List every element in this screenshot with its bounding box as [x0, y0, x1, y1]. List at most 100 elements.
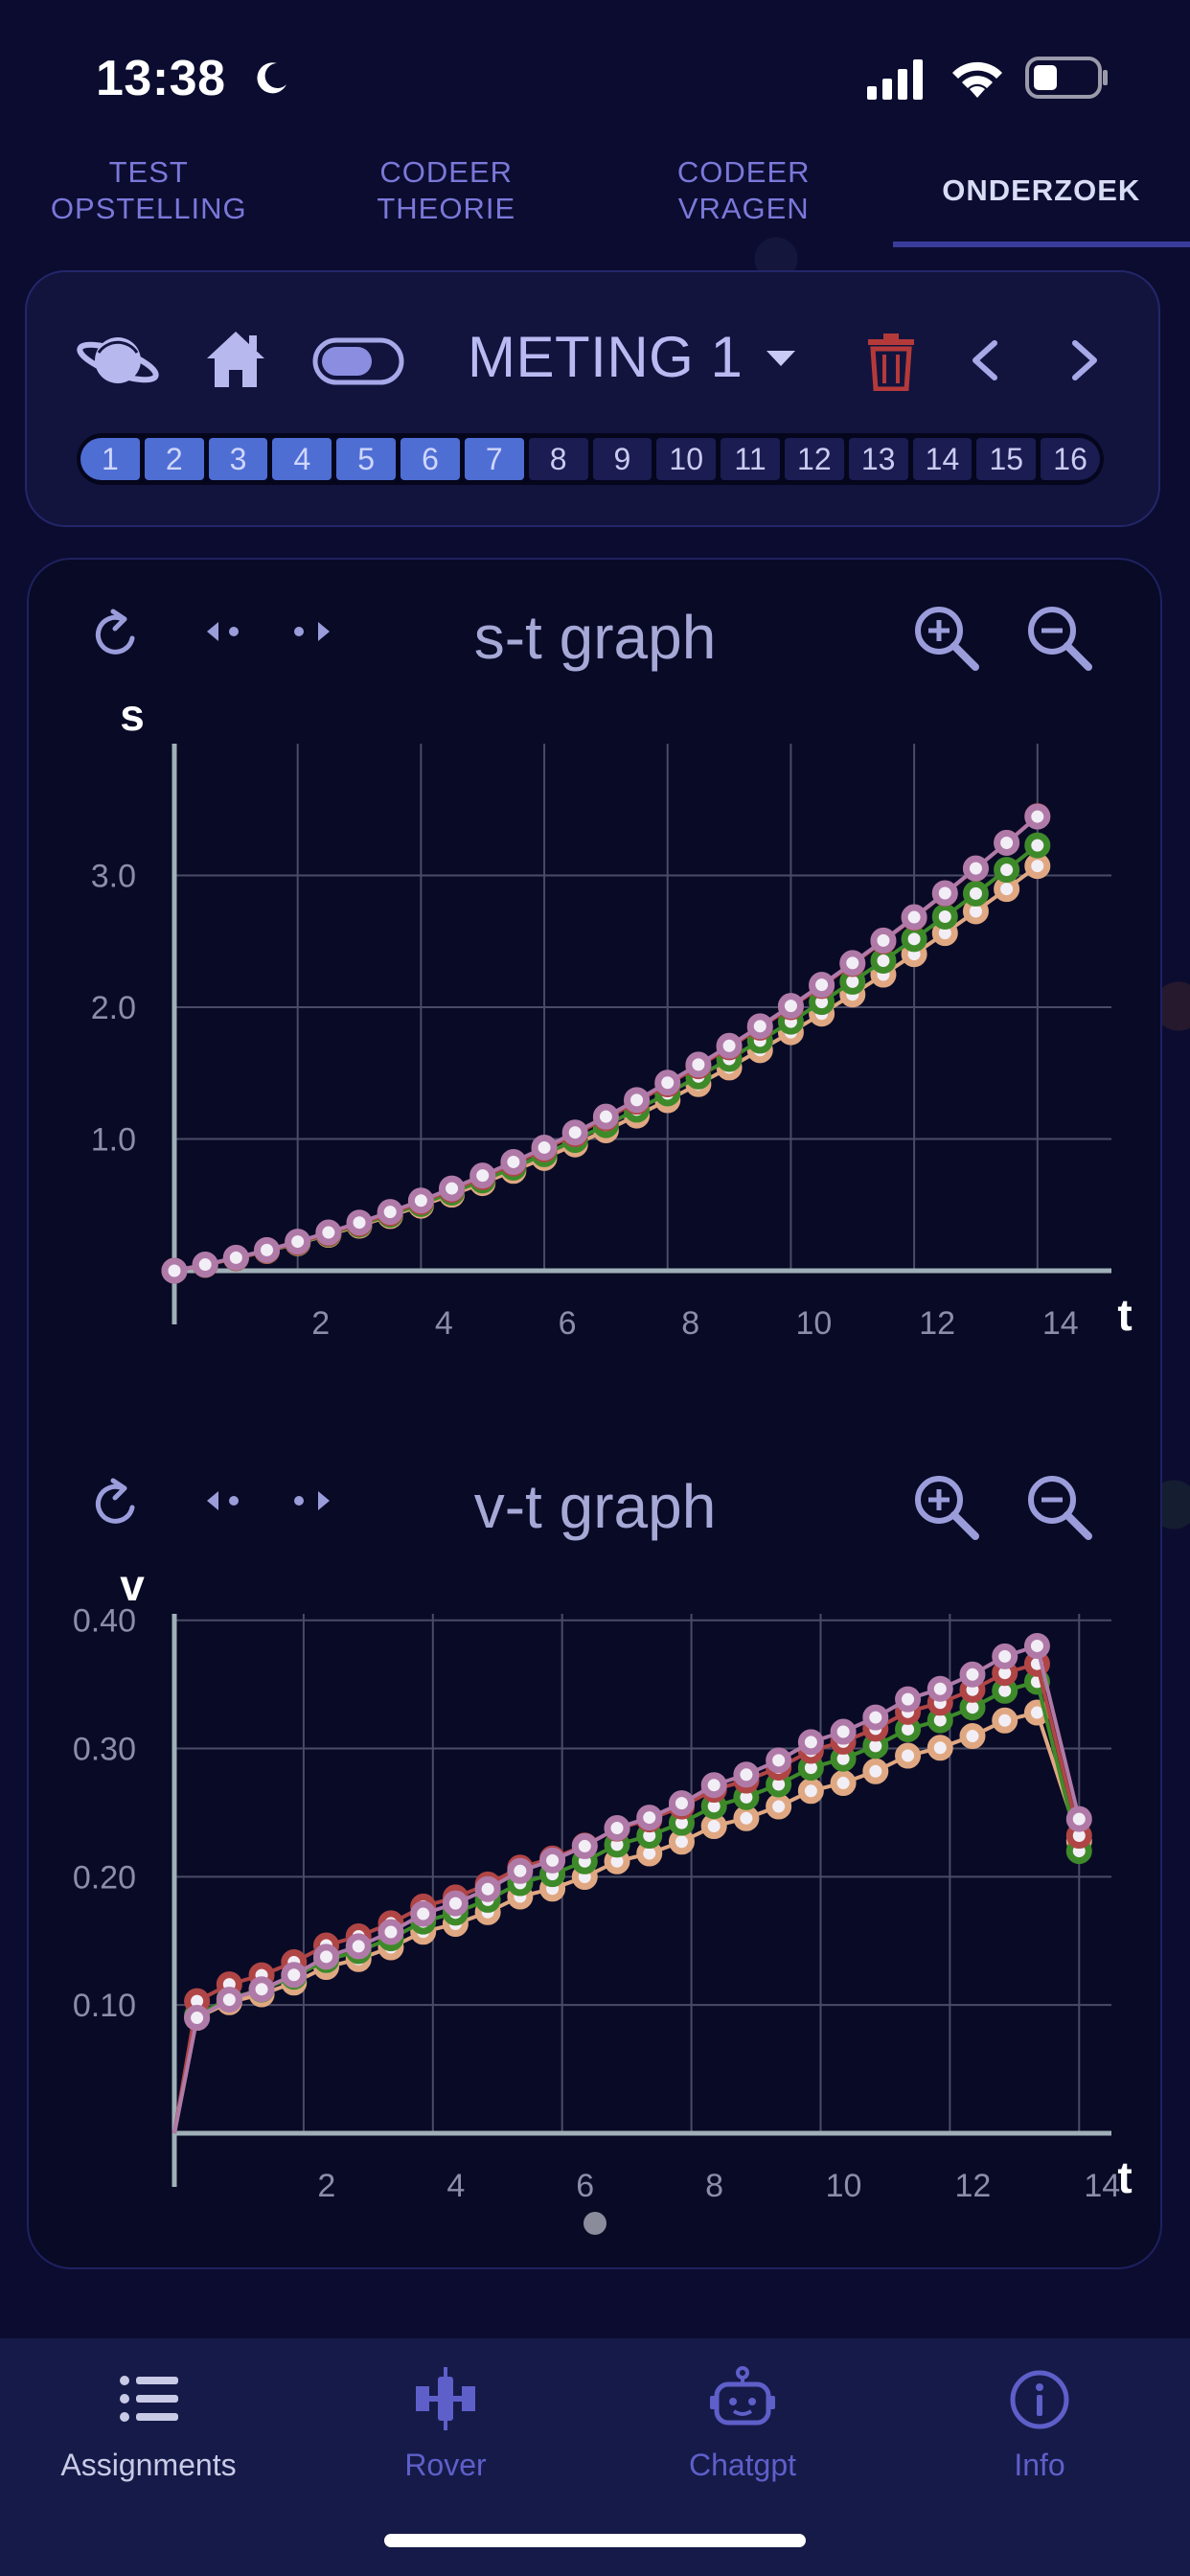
zoom-in-icon[interactable] [910, 602, 981, 673]
st-data-point-purple [192, 1252, 218, 1278]
vt-x-tick-label: 2 [317, 2168, 335, 2204]
vt-y-tick-label: 0.20 [73, 1859, 136, 1896]
st-data-point-purple [439, 1175, 466, 1202]
pan-left-icon[interactable] [203, 615, 251, 648]
toggle-switch[interactable] [312, 337, 404, 385]
zoom-out-icon[interactable] [1023, 602, 1094, 673]
measurement-chip-12[interactable]: 12 [784, 438, 844, 480]
vt-data-point-orange [733, 1805, 760, 1831]
st-data-point-purple [716, 1032, 743, 1059]
measurement-chip-10[interactable]: 10 [656, 438, 717, 480]
vt-graph-toolbar: v-t graph [0, 1463, 1190, 1550]
st-data-point-purple [901, 904, 927, 931]
chevron-left-icon[interactable] [968, 339, 1002, 381]
st-x-tick-label: 6 [559, 1305, 577, 1342]
measurement-chip-6[interactable]: 6 [400, 438, 460, 480]
vt-data-point-purple [766, 1747, 792, 1774]
nav-assignments[interactable]: Assignments [0, 2338, 297, 2530]
refresh-icon[interactable] [88, 1471, 144, 1532]
vt-data-point-purple [281, 1962, 308, 1989]
chevron-right-icon[interactable] [1067, 339, 1102, 381]
vt-data-point-orange [959, 1723, 986, 1750]
st-data-point-purple [377, 1199, 403, 1226]
nav-chatgpt[interactable]: Chatgpt [594, 2338, 891, 2530]
cellular-signal-icon [867, 59, 923, 100]
measurement-chip-4[interactable]: 4 [272, 438, 332, 480]
vt-data-point-orange [927, 1735, 953, 1761]
vt-data-point-orange [992, 1707, 1018, 1734]
vt-series-line-orange [172, 1710, 1082, 2134]
tab-codeer-theorie[interactable]: CODEER THEORIE [377, 155, 516, 225]
vt-data-point-purple [604, 1814, 630, 1841]
pan-left-icon[interactable] [203, 1484, 251, 1517]
measurement-chip-9[interactable]: 9 [592, 438, 652, 480]
nav-rover[interactable]: Rover [297, 2338, 594, 2530]
tab-test-opstelling[interactable]: TEST OPSTELLING [50, 155, 247, 225]
vt-data-point-orange [862, 1758, 889, 1784]
home-icon[interactable] [203, 328, 268, 391]
vt-data-point-purple [733, 1761, 760, 1788]
measurement-chip-1[interactable]: 1 [80, 438, 140, 480]
measurement-chip-11[interactable]: 11 [721, 438, 780, 480]
measurement-chip-5[interactable]: 5 [336, 438, 397, 480]
vt-data-point-purple [248, 1976, 275, 2003]
vt-data-point-purple [571, 1832, 598, 1859]
tab-codeer-vragen[interactable]: CODEER VRAGEN [676, 155, 811, 225]
measurement-chip-2[interactable]: 2 [144, 438, 204, 480]
nav-assignments-label: Assignments [60, 2448, 237, 2482]
st-graph-title: s-t graph [473, 603, 717, 672]
vt-data-point-purple [700, 1772, 727, 1799]
zoom-in-icon[interactable] [910, 1471, 981, 1542]
pan-right-icon[interactable] [286, 615, 333, 648]
st-data-point-purple [469, 1162, 496, 1189]
measurement-chip-15[interactable]: 15 [976, 438, 1037, 480]
moon-icon [257, 62, 286, 94]
st-data-point-green [931, 903, 958, 930]
st-data-point-purple [561, 1119, 588, 1146]
dropdown-caret-icon[interactable] [767, 351, 795, 366]
vt-data-point-purple [184, 2005, 211, 2032]
planet-icon[interactable] [75, 324, 161, 397]
refresh-icon[interactable] [88, 602, 144, 663]
st-data-point-purple [531, 1134, 558, 1161]
satellite-icon [416, 2367, 475, 2430]
st-series-line-red [173, 815, 1040, 1273]
vt-y-tick-label: 0.40 [73, 1603, 136, 1640]
measurement-chip-13[interactable]: 13 [848, 438, 908, 480]
vt-x-tick-label: 14 [1084, 2168, 1120, 2204]
measurement-chip-7[interactable]: 7 [464, 438, 524, 480]
st-data-point-purple [809, 972, 835, 999]
measurement-select[interactable]: METING 1 [468, 325, 744, 389]
st-x-tick-label: 8 [681, 1305, 699, 1342]
measurement-chip-strip: 1 2 3 4 5 6 7 8 9 10 11 12 13 14 15 16 [77, 433, 1104, 485]
st-y-tick-label: 1.0 [91, 1122, 136, 1159]
nav-info[interactable]: Info [891, 2338, 1188, 2530]
st-data-point-purple [994, 829, 1020, 856]
battery-icon [1025, 57, 1108, 99]
vt-data-point-purple [313, 1944, 340, 1970]
st-data-point-purple [839, 950, 866, 977]
tab-onderzoek[interactable]: ONDERZOEK [892, 134, 1190, 247]
zoom-out-icon[interactable] [1023, 1471, 1094, 1542]
measurement-chip-3[interactable]: 3 [208, 438, 268, 480]
page-indicator-dot [584, 2212, 606, 2235]
measurement-chip-8[interactable]: 8 [528, 438, 588, 480]
pan-right-icon[interactable] [286, 1484, 333, 1517]
vt-data-point-purple [410, 1900, 437, 1927]
vt-graph-title: v-t graph [473, 1472, 717, 1541]
vt-data-point-purple [539, 1847, 566, 1874]
st-graph-plot[interactable]: 2 4 6 8 10 12 14 1.0 2.0 3.0 s t [0, 690, 1190, 1361]
trash-icon[interactable] [866, 332, 916, 391]
st-data-point-purple [777, 993, 804, 1020]
st-data-point-purple [346, 1209, 373, 1236]
graph-card [27, 558, 1162, 2269]
measurement-chip-14[interactable]: 14 [912, 438, 973, 480]
vt-data-point-purple [1023, 1632, 1050, 1659]
st-data-point-orange [1024, 853, 1051, 880]
vt-graph-plot[interactable]: 2 4 6 8 10 12 14 0.10 0.20 0.30 0.40 v t [0, 1560, 1190, 2231]
st-data-point-purple [624, 1087, 651, 1114]
st-data-point-purple [931, 880, 958, 907]
vt-data-point-purple [927, 1675, 953, 1702]
measurement-chip-16[interactable]: 16 [1041, 438, 1100, 480]
vt-data-point-purple [345, 1933, 372, 1960]
